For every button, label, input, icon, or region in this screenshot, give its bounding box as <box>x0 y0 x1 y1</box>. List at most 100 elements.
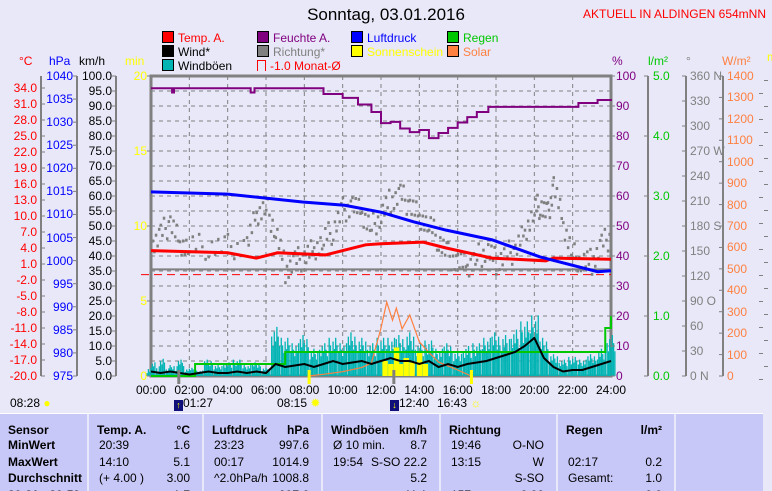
direction-point <box>276 227 279 231</box>
sliver-grid-dash <box>759 353 763 354</box>
direction-point <box>197 232 201 236</box>
axis-tick-label-temp: 31.0 <box>13 97 37 111</box>
direction-point <box>427 228 431 232</box>
axis-tick-label-direction: 60 <box>690 319 704 333</box>
direction-point <box>531 219 535 223</box>
table-header: Luftdruck <box>212 423 268 437</box>
axis-tick-label-wind: 55.0 <box>88 204 112 218</box>
direction-point <box>269 229 273 233</box>
legend-gust: Windböen <box>162 59 232 73</box>
direction-point <box>491 258 495 262</box>
direction-point <box>213 252 217 256</box>
axis-tick-label-solar: 500 <box>727 261 748 276</box>
direction-point <box>263 212 266 216</box>
table-cell-value: 1014.9 <box>272 455 309 469</box>
direction-point <box>373 222 377 225</box>
direction-point <box>150 256 153 260</box>
axis-tick-label-wind: 65.0 <box>88 174 112 188</box>
axis-tick-label-wind: 100.0 <box>81 69 112 83</box>
legend-label: Windböen <box>178 59 233 73</box>
direction-point <box>169 215 172 219</box>
axis-tick-label-direction: 120 <box>690 269 711 283</box>
direction-point <box>207 255 210 259</box>
axis-tick-label-rain: 3.0 <box>653 189 670 203</box>
direction-point <box>181 239 185 243</box>
direction-point <box>157 227 161 231</box>
direction-point <box>431 231 434 235</box>
axis-tick-label-temp: 4.0 <box>20 241 37 255</box>
direction-point <box>536 193 539 197</box>
direction-point <box>229 245 233 249</box>
axis-tick-label-solar: 1300 <box>727 90 754 105</box>
axis-tick-label-wind: 0.0 <box>95 369 112 383</box>
legend-swatch <box>162 59 174 71</box>
direction-point <box>592 255 595 259</box>
direction-point <box>194 247 198 251</box>
table-cell-value: 5.1 <box>173 455 190 469</box>
direction-point <box>538 217 541 220</box>
direction-point <box>603 227 607 231</box>
direction-point <box>265 208 268 212</box>
table-header-unit: hPa <box>286 423 309 437</box>
sunshine-bar <box>393 347 400 376</box>
legend-solar: Solar <box>447 45 491 59</box>
direction-point <box>249 223 252 227</box>
axis-tick-label-pressure: 990 <box>52 299 73 314</box>
table-cell: 20:39 <box>99 438 130 452</box>
axis-tick-label-solar: 600 <box>727 240 748 255</box>
direction-point <box>487 243 490 247</box>
direction-point <box>159 223 163 227</box>
direction-point <box>368 229 372 233</box>
axis-tick-label-solar: 300 <box>727 304 748 319</box>
direction-point <box>245 236 249 240</box>
axis-tick-label-pressure: 1025 <box>46 138 73 153</box>
legend-sunshine: Sonnenschein <box>351 45 443 59</box>
axis-tick-label-pressure: 1020 <box>46 161 73 176</box>
axis-tick-label-temp: 1.0 <box>20 257 37 271</box>
table-cell: 19:46 <box>451 438 482 452</box>
direction-point <box>285 264 289 268</box>
sliver-grid-dash <box>764 366 768 367</box>
direction-point <box>407 199 410 203</box>
axis-tick-label-direction: 210 <box>690 194 711 208</box>
direction-point <box>172 219 175 223</box>
sunshine-bar <box>388 364 394 376</box>
axis-tick-label-direction: 30 <box>690 344 704 358</box>
direction-point <box>167 220 171 224</box>
table-column <box>89 414 204 491</box>
direction-point <box>309 239 313 243</box>
direction-point <box>185 238 188 242</box>
sliver-grid-dash <box>759 249 763 250</box>
direction-point <box>579 269 583 273</box>
axis-tick-label-pressure: 1040 <box>46 69 73 83</box>
direction-point <box>362 225 365 229</box>
axis-tick-label-rain: 0.0 <box>653 369 670 383</box>
legend-swatch <box>447 45 459 57</box>
direction-point <box>324 227 327 230</box>
direction-point <box>320 247 324 251</box>
axis-tick-label-temp: -2.0 <box>16 273 37 287</box>
axis-tick-label-direction: 150 <box>690 244 711 258</box>
direction-point <box>372 211 375 215</box>
direction-point <box>480 264 484 268</box>
direction-point <box>395 202 399 206</box>
direction-point <box>351 196 354 200</box>
axis-tick-label-temp: -5.0 <box>16 289 37 303</box>
legend-temp: Temp. A. <box>162 31 225 45</box>
sliver-grid-dash <box>759 197 763 198</box>
axis-tick-label-solar: 900 <box>727 176 748 191</box>
axis-unit-pressure: hPa <box>49 54 71 68</box>
table-cell: 00:17 <box>214 455 245 469</box>
axis-tick-label-temp: 10.0 <box>13 209 37 223</box>
direction-point <box>383 213 386 217</box>
direction-point <box>514 243 517 247</box>
axis-unit-humidity: % <box>612 54 623 68</box>
axis-tick-label-rain: 5.0 <box>653 69 670 83</box>
axis-tick-label-pressure: 1015 <box>46 184 73 199</box>
direction-point <box>312 246 316 250</box>
direction-point <box>314 257 318 261</box>
sliver-grid-dash <box>764 158 768 159</box>
direction-point <box>578 255 581 259</box>
stats-table: Sensor Temp. A. °C Luftdruck hPa Windböen km/h… <box>0 413 763 491</box>
axis-tick-label-solar: 1000 <box>727 154 754 169</box>
